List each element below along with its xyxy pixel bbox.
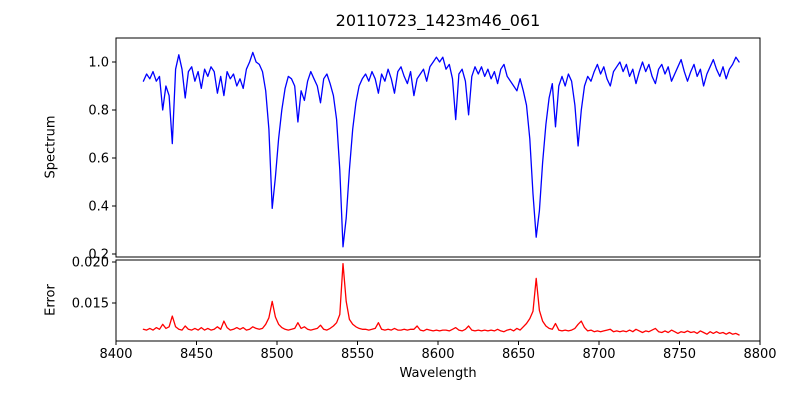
spectrum-y-tick-label: 0.4 [88,200,109,215]
x-axis-label: Wavelength [399,366,477,381]
spectrum-y-tick-label: 0.2 [88,248,109,263]
error-y-tick-label: 0.020 [72,255,109,270]
spectrum-axes-frame [115,37,761,258]
x-tick-label: 8550 [341,347,374,362]
spectrum-y-tick-label: 0.6 [88,152,109,167]
x-tick-label: 8500 [260,347,293,362]
plot-title: 20110723_1423m46_061 [335,11,541,30]
spectrum-y-axis-label: Spectrum [43,115,59,179]
x-tick-label: 8800 [743,347,776,362]
error-line [142,262,740,336]
x-tick-label: 8700 [582,347,615,362]
x-tick-label: 8750 [663,347,696,362]
error-axes-frame [115,259,761,342]
error-y-tick-label: 0.015 [72,297,109,312]
x-tick-label: 8600 [421,347,454,362]
spectrum-y-tick-label: 0.8 [88,104,109,119]
spectrum-y-tick-label: 1.0 [88,56,109,71]
x-tick-label: 8450 [180,347,213,362]
spectrum-line [142,51,740,248]
x-tick-label: 8650 [502,347,535,362]
error-y-axis-label: Error [43,284,59,316]
x-tick-label: 8400 [99,347,132,362]
